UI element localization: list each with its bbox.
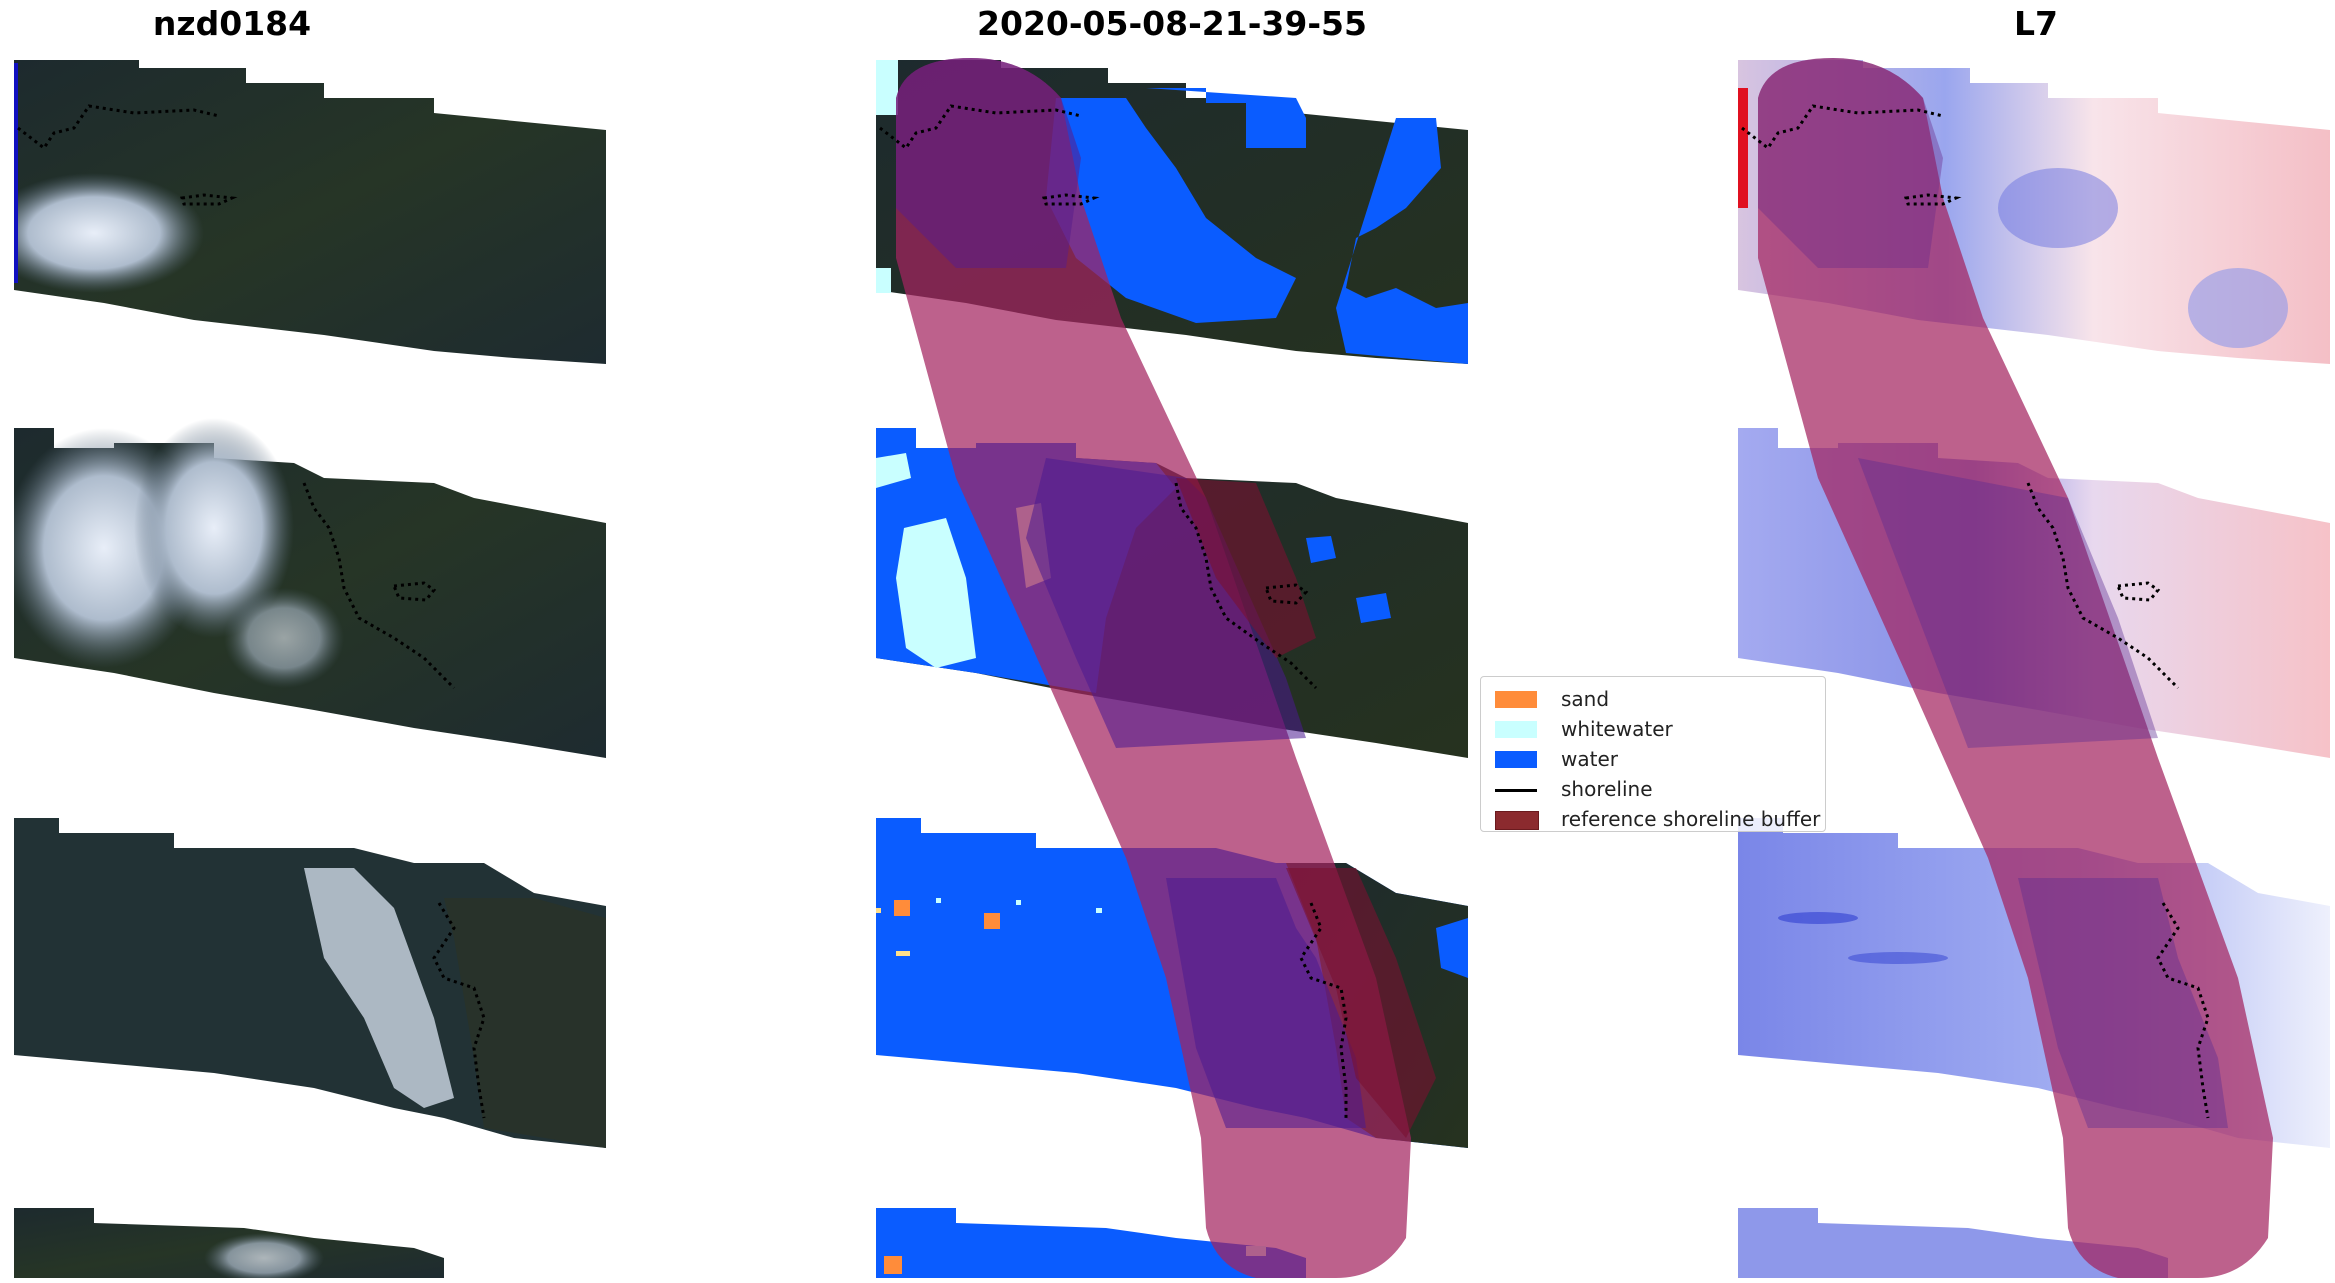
legend-label: whitewater <box>1561 717 1673 741</box>
legend-label: water <box>1561 747 1618 771</box>
whitewater-region <box>896 518 976 668</box>
shoreline <box>432 902 486 1119</box>
shoreline <box>2156 902 2210 1119</box>
shoreline <box>17 104 220 151</box>
water-region <box>1436 918 1468 978</box>
shoreline <box>1299 902 1348 1118</box>
shoreline <box>2026 482 2180 690</box>
sand-pixel <box>984 913 1000 929</box>
image-strip <box>876 1208 1306 1278</box>
whitewater-region <box>876 453 911 488</box>
shoreline <box>1904 193 1962 206</box>
image-strip <box>14 60 606 364</box>
cloud <box>304 868 454 1108</box>
panel-title-classification: 2020-05-08-21-39-55 <box>977 4 1367 43</box>
index-image-panel <box>1738 58 2330 1278</box>
classification-panel <box>876 58 1468 1278</box>
water-region <box>1046 98 1296 323</box>
sand-pixel <box>884 1256 902 1274</box>
cloud <box>14 173 204 293</box>
sand-pixel <box>894 900 910 916</box>
shoreline <box>1042 193 1100 206</box>
whitewater-swatch <box>1495 721 1537 738</box>
legend-label: reference shoreline buffer <box>1561 807 1821 831</box>
buffer-swatch <box>1495 811 1539 830</box>
cloud <box>224 588 344 688</box>
whitewater-region <box>876 60 898 115</box>
image-strip <box>1738 1208 2168 1278</box>
shoreline-line-swatch <box>1495 789 1537 792</box>
water-swatch <box>1495 751 1537 768</box>
water-region <box>1356 593 1391 623</box>
rgb-image-panel <box>14 60 606 1278</box>
cloud <box>134 418 294 638</box>
shoreline <box>302 482 456 690</box>
shoreline <box>391 581 437 602</box>
whitewater-region <box>876 268 891 293</box>
legend-label: shoreline <box>1561 777 1653 801</box>
shoreline <box>879 104 1082 151</box>
water-region <box>1146 88 1306 148</box>
legend-label: sand <box>1561 687 1610 711</box>
shoreline <box>1174 482 1318 690</box>
sand-swatch <box>1495 691 1537 708</box>
shoreline <box>1741 104 1944 151</box>
water-region <box>1306 536 1336 563</box>
panel-title-index: L7 <box>2014 4 2058 43</box>
panel-title-rgb: nzd0184 <box>152 4 312 43</box>
water-region <box>1336 118 1468 364</box>
shoreline <box>180 193 238 206</box>
shoreline <box>1263 583 1309 605</box>
legend: sand whitewater water shoreline referenc… <box>1480 676 1826 832</box>
shoreline <box>2115 581 2161 602</box>
reference-shoreline-buffer <box>1758 58 2273 1278</box>
